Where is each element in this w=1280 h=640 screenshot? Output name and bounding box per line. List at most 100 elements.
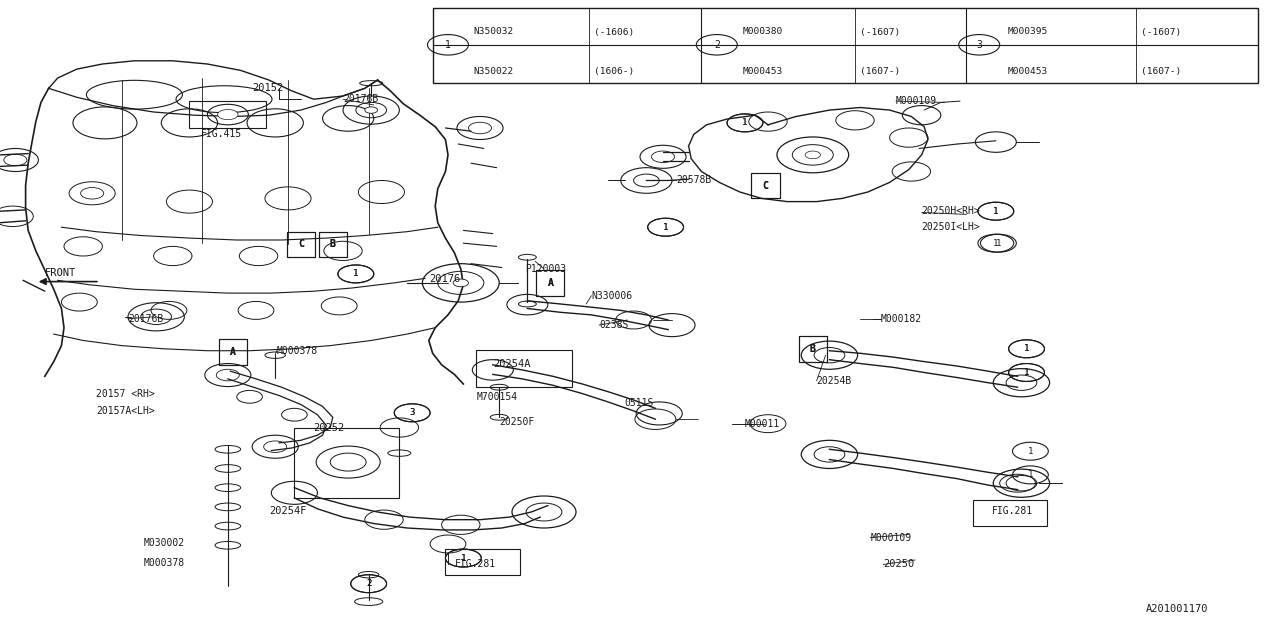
- Bar: [294, 428, 399, 498]
- Text: 20176: 20176: [429, 274, 460, 284]
- Text: 1: 1: [996, 239, 1001, 248]
- Text: 1: 1: [663, 223, 668, 232]
- Bar: [536, 270, 564, 296]
- Text: 2: 2: [366, 579, 371, 588]
- Text: A: A: [548, 278, 553, 288]
- Text: 20250H<RH>: 20250H<RH>: [922, 206, 980, 216]
- Text: 1: 1: [445, 40, 451, 50]
- Text: N330006: N330006: [591, 291, 632, 301]
- Text: 1: 1: [353, 269, 358, 278]
- Text: B: B: [330, 239, 335, 250]
- Text: N350032: N350032: [474, 28, 513, 36]
- Bar: [189, 101, 266, 128]
- Text: B: B: [810, 344, 815, 354]
- Bar: [799, 336, 827, 362]
- Text: 20176B: 20176B: [343, 94, 379, 104]
- Text: C: C: [763, 180, 768, 191]
- Text: 1: 1: [1028, 470, 1033, 479]
- Circle shape: [81, 188, 104, 199]
- Text: A201001170: A201001170: [1146, 604, 1208, 614]
- Text: A: A: [230, 347, 236, 357]
- Text: 1: 1: [663, 223, 668, 232]
- Text: 20176B: 20176B: [128, 314, 164, 324]
- Bar: [973, 500, 1047, 526]
- Text: M000109: M000109: [896, 96, 937, 106]
- Text: C: C: [298, 239, 303, 250]
- Text: 1: 1: [1024, 368, 1029, 377]
- Text: M00011: M00011: [745, 419, 781, 429]
- Text: 1: 1: [993, 239, 998, 248]
- Text: 3: 3: [977, 40, 982, 50]
- Bar: [287, 232, 315, 257]
- Text: B: B: [810, 344, 815, 354]
- Text: 20254B: 20254B: [817, 376, 852, 386]
- Text: 1: 1: [1028, 447, 1033, 456]
- Text: (1606-): (1606-): [594, 67, 634, 76]
- Circle shape: [805, 151, 820, 159]
- Bar: [319, 232, 347, 257]
- Bar: [219, 339, 247, 365]
- Text: 1: 1: [742, 118, 748, 127]
- Text: 20157A<LH>: 20157A<LH>: [96, 406, 155, 416]
- Text: 20250F: 20250F: [499, 417, 535, 428]
- Bar: [319, 232, 347, 257]
- Text: FRONT: FRONT: [45, 268, 76, 278]
- Text: 1: 1: [461, 554, 466, 563]
- Bar: [799, 336, 827, 362]
- Circle shape: [453, 279, 468, 287]
- Text: 3: 3: [410, 408, 415, 417]
- Text: A: A: [230, 347, 236, 357]
- Text: M000453: M000453: [742, 67, 782, 76]
- Bar: [476, 350, 572, 387]
- Bar: [433, 8, 1258, 83]
- Text: (1607-): (1607-): [860, 67, 901, 76]
- Text: 1: 1: [353, 269, 358, 278]
- Text: 20250I<LH>: 20250I<LH>: [922, 222, 980, 232]
- Text: 20250: 20250: [883, 559, 914, 570]
- Text: M000109: M000109: [870, 532, 911, 543]
- Text: 20252: 20252: [314, 422, 344, 433]
- Text: (-1606): (-1606): [594, 28, 634, 36]
- Text: P120003: P120003: [525, 264, 566, 274]
- Text: M000378: M000378: [276, 346, 317, 356]
- Bar: [445, 549, 520, 575]
- Text: 20157 <RH>: 20157 <RH>: [96, 388, 155, 399]
- Circle shape: [365, 107, 378, 113]
- Text: 1: 1: [1024, 368, 1029, 377]
- Text: (-1607): (-1607): [860, 28, 901, 36]
- Bar: [219, 339, 247, 365]
- Text: 1: 1: [993, 207, 998, 216]
- Circle shape: [218, 109, 238, 120]
- Text: 2: 2: [714, 40, 719, 50]
- Text: M000182: M000182: [881, 314, 922, 324]
- Bar: [536, 270, 564, 296]
- Text: M030002: M030002: [143, 538, 184, 548]
- Text: M000453: M000453: [1007, 67, 1047, 76]
- Text: 20152: 20152: [252, 83, 283, 93]
- Text: C: C: [298, 239, 303, 250]
- Bar: [751, 173, 780, 198]
- Text: 1: 1: [461, 554, 466, 563]
- Text: M000395: M000395: [1007, 28, 1047, 36]
- Text: 0238S: 0238S: [599, 320, 628, 330]
- Text: 0511S: 0511S: [625, 398, 654, 408]
- Text: C: C: [763, 180, 768, 191]
- Text: M000378: M000378: [143, 558, 184, 568]
- Text: 1: 1: [1024, 344, 1029, 353]
- Text: 3: 3: [410, 408, 415, 417]
- Text: 20254A: 20254A: [493, 358, 530, 369]
- Text: 1: 1: [742, 118, 748, 127]
- Text: 1: 1: [1024, 344, 1029, 353]
- Text: 20254F: 20254F: [269, 506, 306, 516]
- Text: M700154: M700154: [476, 392, 517, 402]
- Bar: [751, 173, 780, 198]
- Text: FIG.281: FIG.281: [454, 559, 495, 570]
- Text: 20578B: 20578B: [676, 175, 712, 186]
- Text: M000380: M000380: [742, 28, 782, 36]
- Text: (-1607): (-1607): [1140, 28, 1181, 36]
- Bar: [287, 232, 315, 257]
- Text: N350022: N350022: [474, 67, 513, 76]
- Text: 2: 2: [366, 579, 371, 588]
- Text: 1: 1: [993, 207, 998, 216]
- Text: A: A: [548, 278, 553, 288]
